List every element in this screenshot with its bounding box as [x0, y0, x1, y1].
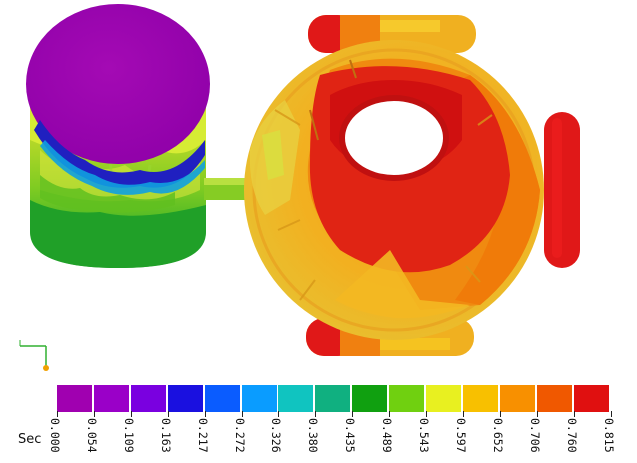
legend-swatch: [130, 385, 166, 412]
legend-swatch: [389, 385, 425, 412]
legend-tick-text: 0.815: [601, 418, 616, 453]
legend-swatch: [241, 385, 277, 412]
legend-tick-text: 0.163: [158, 418, 173, 453]
legend-tick-text: 0.109: [121, 418, 136, 453]
legend-swatch: [57, 385, 92, 412]
top-stub[interactable]: [308, 15, 476, 53]
legend-swatch: [499, 385, 535, 412]
legend-tick-text: 0.326: [269, 418, 284, 453]
legend-tick-label: 0.272: [232, 418, 250, 462]
legend-tick-label: 0.652: [490, 418, 508, 462]
runner-bar[interactable]: [204, 178, 256, 200]
legend-swatch: [462, 385, 498, 412]
main-casting-disc[interactable]: [244, 40, 544, 340]
legend-tick-label: 0.543: [417, 418, 434, 462]
legend-tick-text: 0.543: [417, 418, 431, 453]
legend-tick-mark: [389, 411, 391, 417]
legend-tick-label: 0.380: [306, 418, 323, 462]
legend-tick-text: 0.217: [195, 418, 210, 453]
legend-tick-mark: [499, 411, 501, 417]
legend-tick-label: 0.815: [601, 418, 619, 462]
legend-tick-mark: [278, 411, 280, 417]
legend-swatch: [315, 385, 351, 412]
legend-tick-label: 0.597: [453, 418, 471, 462]
legend-tick-mark: [57, 411, 58, 417]
legend-tick-label: 0.435: [343, 418, 360, 462]
legend-tick-text: 0.706: [527, 418, 542, 453]
legend-swatch: [536, 385, 572, 412]
legend-swatch: [204, 385, 240, 412]
legend-tick-label: 0.109: [121, 418, 139, 462]
legend-tick-mark: [352, 411, 354, 417]
legend-tick-label: 0.489: [380, 418, 397, 462]
riser-cylinder[interactable]: [26, 4, 210, 268]
legend-tick-text: 0.000: [48, 418, 62, 453]
legend-tick-label: 0.000: [48, 418, 65, 462]
legend-swatch: [426, 385, 461, 412]
legend-swatch: [167, 385, 203, 412]
legend-tick-mark: [573, 411, 575, 417]
legend-tick-label: 0.706: [527, 418, 545, 462]
legend-tick-label: 0.326: [269, 418, 286, 462]
right-stub[interactable]: [544, 112, 580, 268]
legend-tick-mark: [462, 411, 464, 417]
legend-tick-text: 0.380: [306, 418, 321, 453]
legend-tick-text: 0.435: [343, 418, 358, 453]
legend-tick-mark: [426, 411, 427, 417]
legend-tick-text: 0.489: [380, 418, 395, 453]
legend-tick-text: 0.054: [84, 418, 99, 453]
legend-unit-label: Sec: [18, 432, 42, 447]
legend-tick-mark: [93, 411, 95, 417]
legend-swatch: [573, 385, 609, 412]
legend-tick-label: 0.217: [195, 418, 213, 462]
legend-tick-mark: [241, 411, 243, 417]
legend-tick-label: 0.760: [564, 418, 582, 462]
legend-swatch: [93, 385, 129, 412]
legend-tick-mark: [610, 411, 612, 417]
legend-tick-text: 0.597: [453, 418, 468, 453]
legend-tick-mark: [130, 411, 132, 417]
legend-tick-label: 0.163: [158, 418, 176, 462]
legend-tick-label: 0.054: [84, 418, 102, 462]
legend-swatch: [278, 385, 314, 412]
legend-tick-mark: [315, 411, 317, 417]
legend-tick-mark: [167, 411, 169, 417]
legend-tick-text: 0.760: [564, 418, 579, 453]
legend-tick-text: 0.272: [232, 418, 247, 453]
legend-swatch: [352, 385, 388, 412]
legend-tick-mark: [536, 411, 538, 417]
legend-tick-text: 0.652: [490, 418, 505, 453]
simulation-viewport[interactable]: [0, 0, 637, 380]
legend-tick-mark: [204, 411, 206, 417]
axis-triad-icon: [19, 340, 49, 371]
